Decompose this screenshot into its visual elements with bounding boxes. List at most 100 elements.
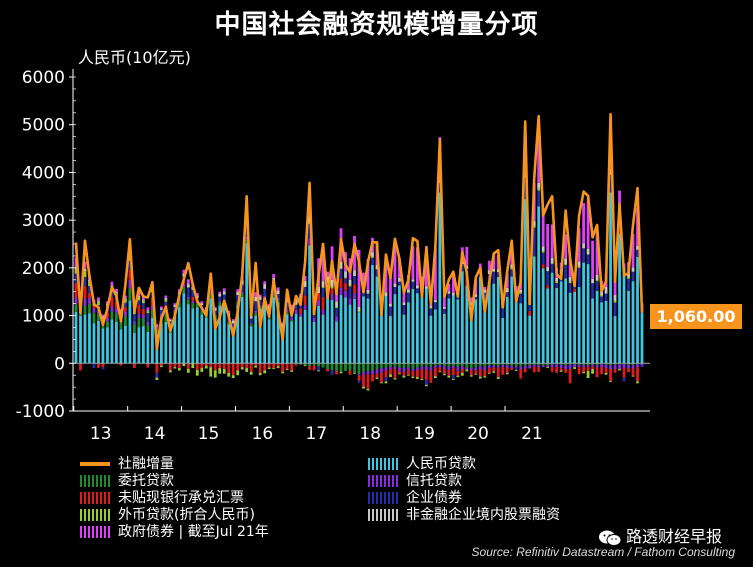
bar-undiscounted: [254, 363, 258, 366]
bar-corp-bonds: [141, 303, 145, 309]
bar-trust: [478, 366, 482, 370]
bar-trust: [209, 291, 213, 294]
bar-trust: [353, 293, 356, 299]
bar-rmb-loans: [92, 323, 96, 364]
bar-gov-bonds: [613, 278, 617, 296]
bar-rmb-loans: [447, 298, 451, 364]
bar-equity: [159, 308, 163, 310]
bar-corp-bonds: [604, 293, 608, 301]
bar-corp-bonds: [501, 308, 505, 318]
bar-trust: [609, 365, 612, 370]
bar-equity: [492, 268, 496, 272]
legend-label-corp-bonds: 企业债券: [406, 490, 462, 506]
bar-corp-bonds: [74, 273, 78, 284]
bar-undiscounted: [227, 363, 231, 373]
bar-gov-bonds: [276, 287, 280, 291]
bar-rmb-loans: [88, 313, 91, 364]
bar-fx-loans: [546, 367, 550, 369]
bar-rmb-loans: [344, 297, 347, 364]
bar-undiscounted: [106, 312, 109, 318]
bar-corp-bonds: [510, 269, 514, 277]
bar-entrusted: [191, 303, 195, 309]
bar-trust: [321, 309, 325, 315]
bar-corp-bonds: [402, 305, 406, 315]
bar-entrusted: [303, 363, 307, 366]
bar-rmb-loans: [227, 324, 231, 364]
bar-rmb-loans: [631, 281, 635, 364]
bar-equity: [371, 252, 374, 257]
bar-undiscounted: [204, 363, 208, 366]
bar-gov-bonds: [110, 281, 114, 286]
bar-entrusted: [240, 293, 244, 297]
bar-undiscounted: [137, 305, 141, 314]
bar-rmb-loans: [582, 262, 585, 364]
bar-undiscounted: [451, 368, 455, 376]
bar-equity: [613, 295, 617, 302]
bar-trust: [258, 305, 262, 307]
bar-undiscounted: [631, 368, 635, 376]
bar-rmb-loans: [124, 325, 127, 364]
bar-trust: [285, 309, 289, 313]
legend-label-fx-loans: 外币贷款(折合人民币): [118, 507, 255, 523]
bar-undiscounted: [595, 367, 599, 378]
bar-entrusted: [505, 363, 509, 366]
bar-fx-loans: [505, 372, 509, 375]
bar-entrusted: [209, 293, 213, 299]
y-tick-label: 5000: [22, 116, 65, 136]
bar-undiscounted: [330, 288, 334, 295]
bar-rmb-loans: [537, 206, 541, 364]
bar-corp-bonds: [231, 323, 235, 328]
total-line-group: [74, 112, 644, 351]
bar-equity: [276, 290, 280, 295]
bar-undiscounted: [618, 229, 621, 234]
bar-corp-bonds: [609, 174, 612, 193]
legend-swatch-corp-bonds: [368, 492, 398, 504]
bar-fx-loans: [240, 367, 244, 370]
bar-rmb-loans: [532, 256, 536, 364]
bar-entrusted: [433, 363, 437, 366]
bar-rmb-loans: [550, 272, 554, 364]
bar-corp-bonds: [348, 286, 352, 299]
bar-gov-bonds: [465, 246, 469, 266]
bar-entrusted: [150, 309, 154, 318]
bar-trust: [456, 367, 460, 371]
bar-trust: [496, 366, 500, 368]
bar-rmb-loans: [429, 315, 433, 364]
bar-rmb-loans: [375, 276, 379, 364]
bar-trust: [411, 369, 415, 371]
bar-rmb-loans: [433, 309, 437, 364]
bar-fx-loans: [483, 376, 487, 378]
bar-rmb-loans: [312, 321, 316, 364]
bar-fx-loans: [537, 188, 541, 191]
brand-watermark: 路透财经早报: [598, 523, 722, 547]
bar-rmb-loans: [263, 299, 267, 364]
bar-entrusted: [371, 363, 374, 371]
bar-fx-loans: [591, 369, 594, 374]
bar-trust: [640, 363, 644, 366]
bar-corp-bonds: [483, 292, 487, 303]
bar-trust: [631, 365, 635, 369]
bar-corp-bonds: [254, 301, 258, 311]
bar-rmb-loans: [424, 288, 428, 364]
bar-equity: [335, 301, 338, 307]
y-tick-label: 3000: [22, 211, 65, 231]
bar-corp-bonds: [550, 264, 554, 273]
bar-corp-bonds: [618, 224, 621, 230]
bar-entrusted: [631, 363, 635, 366]
bar-fx-loans: [213, 370, 217, 378]
bar-trust: [384, 367, 388, 371]
legend-swatch-fx-loans: [80, 509, 110, 521]
bar-entrusted: [249, 324, 253, 327]
bar-rmb-loans: [595, 290, 599, 364]
bar-gov-bonds: [416, 247, 419, 286]
bar-corp-bonds: [433, 302, 437, 310]
bar-undiscounted: [348, 370, 352, 375]
bar-entrusted: [407, 363, 410, 368]
bar-undiscounted: [573, 288, 577, 292]
bar-rmb-loans: [83, 314, 87, 364]
bar-undiscounted: [416, 369, 419, 378]
bar-rmb-loans: [492, 283, 496, 364]
bar-equity: [74, 266, 78, 269]
bar-gov-bonds: [362, 272, 365, 287]
